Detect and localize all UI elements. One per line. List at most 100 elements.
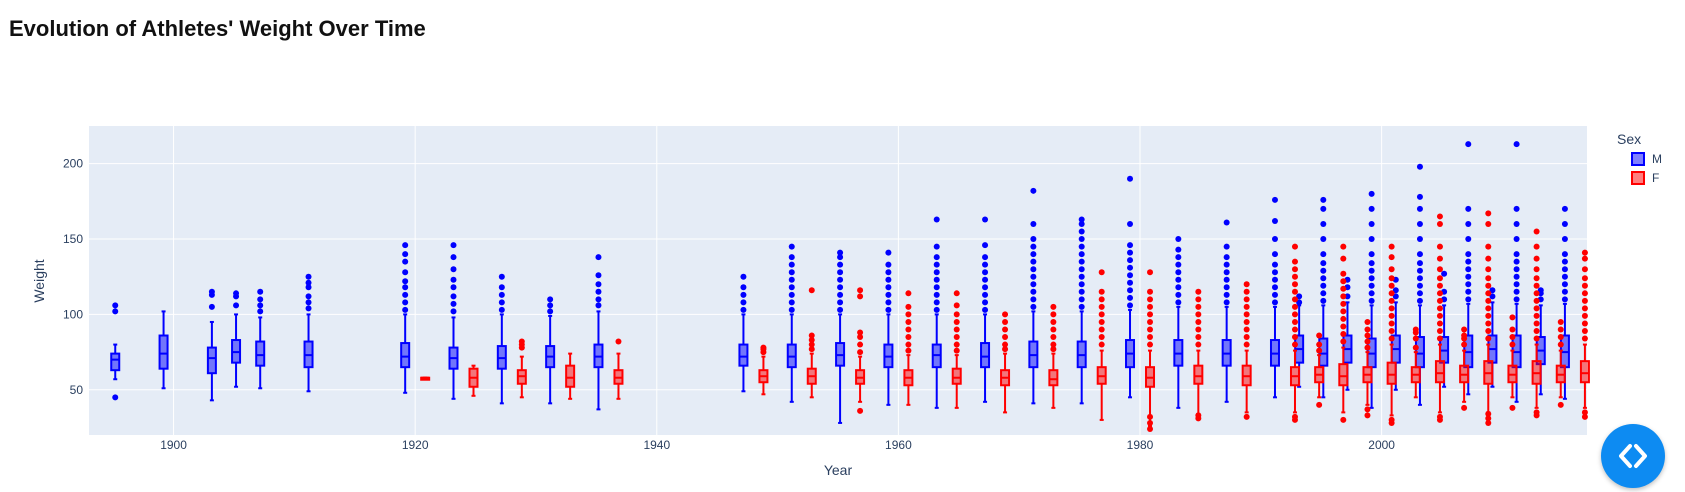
outlier-point <box>1533 275 1540 282</box>
box-M-1936[interactable] <box>593 254 604 411</box>
legend-swatch <box>1631 171 1645 185</box>
box-F-2016[interactable] <box>1579 249 1590 420</box>
outlier-point <box>857 293 864 300</box>
box-F-2006[interactable] <box>1459 326 1470 411</box>
outlier-point <box>498 299 505 306</box>
outlier-point <box>1243 296 1250 303</box>
box-F-2014[interactable] <box>1555 318 1566 408</box>
outlier-point <box>1581 297 1588 304</box>
box-F-1952[interactable] <box>806 287 817 399</box>
outlier-point <box>982 254 989 261</box>
box-F-1968[interactable] <box>1000 311 1011 414</box>
box-F-1956[interactable] <box>855 287 866 414</box>
outlier-point <box>1147 318 1154 325</box>
box-F-1988[interactable] <box>1241 281 1252 420</box>
box-M-1928[interactable] <box>496 273 507 405</box>
outlier-point <box>1078 216 1085 223</box>
outlier-point <box>1388 320 1395 327</box>
box-F-2008[interactable] <box>1483 210 1494 426</box>
box-M-1948[interactable] <box>738 273 749 393</box>
box-F-2004[interactable] <box>1434 213 1445 423</box>
box-M-1976[interactable] <box>1076 216 1087 405</box>
series-M[interactable] <box>110 141 1570 424</box>
box-M-1968[interactable] <box>980 216 991 403</box>
box-F-1998[interactable] <box>1362 318 1373 419</box>
box-M-1924[interactable] <box>448 242 459 400</box>
box-M-1896[interactable] <box>110 302 121 401</box>
box-F-1932[interactable] <box>565 352 576 400</box>
box-F-1960[interactable] <box>903 290 914 406</box>
outlier-point <box>837 299 844 306</box>
outlier-point <box>1388 266 1395 273</box>
outlier-point <box>305 299 312 306</box>
box-M-1956[interactable] <box>835 249 846 424</box>
box-M-1920[interactable] <box>400 242 411 394</box>
box-F-2002[interactable] <box>1410 326 1421 399</box>
outlier-point <box>1127 287 1134 294</box>
box-M-1992[interactable] <box>1269 196 1280 399</box>
box-F-1964[interactable] <box>951 290 962 409</box>
box-M-1900[interactable] <box>158 310 169 390</box>
outlier-point <box>1364 338 1371 345</box>
outlier-point <box>1561 273 1568 280</box>
outlier-point <box>1243 334 1250 341</box>
box-M-1964[interactable] <box>931 216 942 409</box>
outlier-point <box>788 299 795 306</box>
box-M-1994[interactable] <box>1294 293 1305 388</box>
box-F-2012[interactable] <box>1531 228 1542 419</box>
box-M-1988[interactable] <box>1221 219 1232 403</box>
outlier-point <box>1513 281 1520 288</box>
box-F-2010[interactable] <box>1507 314 1518 411</box>
box-F-1976[interactable] <box>1096 269 1107 421</box>
outlier-point <box>1050 311 1057 318</box>
outlier-point <box>1513 273 1520 280</box>
legend-item-F[interactable]: F <box>1631 171 1659 185</box>
box-F-1992[interactable] <box>1289 243 1300 423</box>
outlier-point <box>1002 326 1009 333</box>
outlier-point <box>885 299 892 306</box>
box-F-1920[interactable] <box>420 376 431 381</box>
series-F[interactable] <box>420 210 1590 432</box>
box-F-1984[interactable] <box>1193 288 1204 422</box>
outlier-point <box>1416 267 1423 274</box>
box-M-1904[interactable] <box>206 288 217 402</box>
box-M-1952[interactable] <box>786 243 797 403</box>
outlier-point <box>1340 338 1347 345</box>
outlier-point <box>1195 334 1202 341</box>
outlier-point <box>1533 290 1540 297</box>
outlier-point <box>1412 335 1419 342</box>
box-F-1924[interactable] <box>468 364 479 397</box>
box-iqr <box>1193 364 1204 385</box>
box-F-1972[interactable] <box>1048 303 1059 409</box>
outlier-point <box>1533 228 1540 235</box>
outlier-point <box>1098 288 1105 295</box>
outlier-point <box>402 242 409 249</box>
outlier-point <box>1513 141 1520 148</box>
box-M-1932[interactable] <box>545 296 556 405</box>
legend[interactable]: Sex MF <box>1617 131 1662 185</box>
box-M-1960[interactable] <box>883 249 894 406</box>
outlier-point <box>1320 220 1327 227</box>
box-traces[interactable] <box>110 141 1590 432</box>
box-M-1912[interactable] <box>303 273 314 393</box>
outlier-point <box>1078 220 1085 227</box>
box-M-1908[interactable] <box>255 288 266 390</box>
box-F-1936[interactable] <box>613 338 624 400</box>
box-M-1984[interactable] <box>1173 236 1184 409</box>
outlier-point <box>208 303 215 310</box>
box-F-1948[interactable] <box>758 344 769 396</box>
outlier-point <box>450 242 457 249</box>
box-F-1928[interactable] <box>516 338 527 399</box>
box-F-2000[interactable] <box>1386 243 1397 426</box>
box-M-1972[interactable] <box>1028 187 1039 405</box>
box-F-1994[interactable] <box>1314 332 1325 408</box>
outlier-point <box>1485 243 1492 250</box>
box-F-1996[interactable] <box>1338 243 1349 423</box>
box-M-1906[interactable] <box>231 290 242 388</box>
code-toggle-button[interactable] <box>1601 424 1665 488</box>
outlier-point <box>1533 335 1540 342</box>
legend-item-M[interactable]: M <box>1631 152 1662 166</box>
outlier-point <box>788 269 795 276</box>
box-F-1980[interactable] <box>1145 269 1156 432</box>
box-M-1980[interactable] <box>1125 175 1136 399</box>
